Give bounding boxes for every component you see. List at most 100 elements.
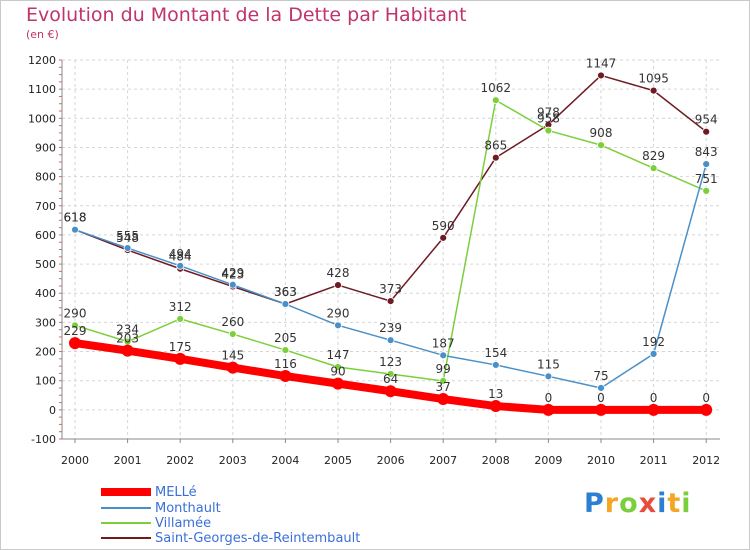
data-label: 548	[116, 231, 139, 245]
legend-label: Villamée	[155, 515, 212, 531]
data-label: 484	[169, 250, 192, 264]
data-point	[334, 321, 342, 330]
data-label: 618	[64, 211, 87, 225]
data-label: 829	[642, 149, 665, 163]
data-point	[281, 300, 290, 308]
data-point	[439, 351, 448, 360]
data-label: 0	[545, 391, 553, 405]
y-tick-label: 100	[35, 375, 56, 388]
data-label: 64	[383, 372, 398, 386]
data-label: 290	[327, 306, 350, 320]
data-point	[702, 187, 711, 195]
data-label: 423	[221, 268, 244, 282]
data-point	[386, 336, 395, 345]
logo-letter: i	[657, 488, 668, 519]
data-label: 363	[274, 285, 297, 299]
x-tick-label: 2006	[377, 454, 405, 467]
y-tick-label: 1000	[28, 112, 56, 125]
data-label: 99	[436, 362, 451, 376]
data-point	[597, 71, 605, 80]
data-label: 1095	[638, 72, 669, 86]
data-label: 312	[169, 300, 192, 314]
data-point	[649, 164, 658, 173]
data-label: 0	[702, 391, 710, 405]
logo-letter: r	[604, 488, 620, 519]
data-point	[544, 126, 553, 135]
data-point	[174, 352, 187, 365]
x-tick-label: 2008	[482, 454, 510, 467]
data-label: 843	[695, 145, 718, 159]
y-tick-label: 1100	[28, 83, 56, 96]
data-label: 1062	[481, 81, 512, 95]
x-tick-label: 2002	[166, 454, 194, 467]
data-label: 13	[488, 387, 503, 401]
data-point	[69, 337, 81, 350]
data-label: 0	[597, 391, 605, 405]
data-label: 978	[537, 106, 560, 120]
x-tick-label: 2011	[640, 454, 668, 467]
axis-layer: -100010020030040050060070080090010001100…	[28, 54, 720, 467]
data-label: 618	[64, 211, 87, 225]
data-point	[702, 160, 711, 168]
data-point	[176, 314, 185, 323]
data-label: 363	[274, 285, 297, 299]
data-point	[437, 393, 450, 406]
data-point	[542, 403, 555, 416]
logo-letter: o	[619, 488, 639, 519]
legend-swatch	[101, 507, 151, 509]
data-point	[544, 372, 553, 381]
data-label: 37	[436, 380, 451, 394]
data-point	[386, 370, 395, 378]
data-point	[384, 385, 397, 398]
data-point	[647, 403, 660, 416]
data-point	[71, 225, 79, 234]
x-tick-label: 2012	[692, 454, 720, 467]
logo-letter: P	[584, 488, 605, 519]
data-point	[702, 127, 711, 136]
y-tick-label: 200	[35, 346, 56, 359]
data-point	[228, 280, 237, 289]
data-point	[334, 281, 342, 289]
y-tick-label: 300	[35, 316, 56, 329]
data-label: 590	[432, 219, 455, 233]
y-tick-label: 0	[49, 404, 56, 417]
x-tick-label: 2003	[219, 454, 247, 467]
x-tick-label: 2009	[534, 454, 562, 467]
legend-entry: Monthault	[101, 500, 221, 516]
x-tick-label: 2005	[324, 454, 352, 467]
data-label: 154	[484, 346, 507, 360]
data-point	[491, 153, 500, 162]
y-tick-label: -100	[31, 433, 56, 446]
data-label: 239	[379, 321, 402, 335]
data-point	[700, 403, 713, 416]
data-point	[491, 96, 500, 105]
data-point	[281, 346, 290, 354]
data-point	[597, 384, 605, 392]
data-point	[595, 403, 607, 416]
logo-letter: i	[681, 488, 692, 519]
data-label: 1147	[586, 56, 617, 70]
data-label: 908	[590, 126, 613, 140]
y-tick-label: 600	[35, 229, 56, 242]
chart-title: Evolution du Montant de la Dette par Hab…	[26, 4, 467, 26]
data-point	[228, 330, 237, 338]
chart-subtitle: (en €)	[26, 28, 59, 41]
data-label: 123	[379, 355, 402, 369]
data-label: 203	[116, 332, 139, 346]
data-label: 373	[379, 282, 402, 296]
data-label: 192	[642, 335, 665, 349]
proxiti-logo: Proxiti	[584, 488, 692, 519]
legend-label: Saint-Georges-de-Reintembault	[155, 530, 361, 546]
logo-letter: x	[638, 488, 658, 519]
data-point	[279, 370, 292, 383]
data-point	[649, 86, 658, 95]
legend-swatch	[101, 488, 151, 496]
legend-label: MELLé	[155, 484, 197, 500]
legend-swatch	[101, 537, 151, 539]
data-point	[176, 261, 185, 270]
data-point	[121, 344, 134, 357]
data-label: 187	[432, 336, 455, 350]
y-tick-label: 1200	[28, 54, 56, 67]
data-label: 865	[484, 139, 507, 153]
data-label: 260	[221, 315, 244, 329]
